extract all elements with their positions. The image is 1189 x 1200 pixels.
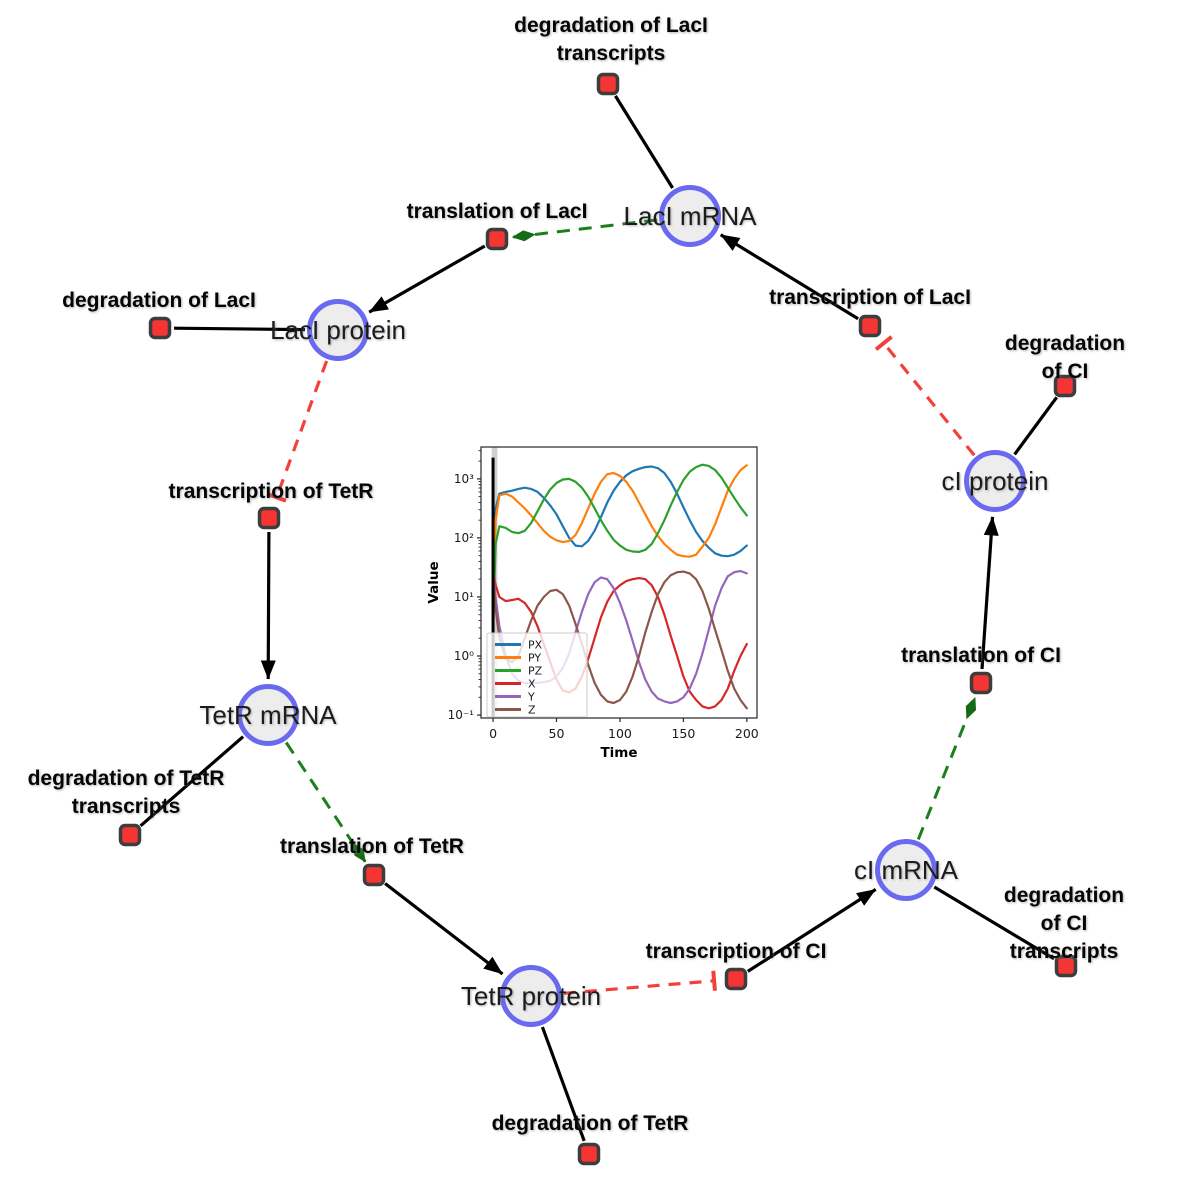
reaction-node-transcription-laci[interactable] (858, 314, 882, 338)
species-node-ci-protein[interactable] (964, 450, 1026, 512)
series-line-Z (491, 570, 748, 710)
x-tick-label: 100 (608, 726, 632, 741)
legend-label-PZ: PZ (528, 664, 543, 677)
x-tick-label: 0 (489, 726, 497, 741)
edge-reactant-laci-mrna-to-deg-laci-transcripts (614, 95, 674, 189)
reaction-node-translation-laci[interactable] (485, 227, 509, 251)
x-axis-label: Time (600, 745, 637, 761)
species-node-tetr-protein[interactable] (500, 965, 562, 1027)
reaction-node-translation-tetr[interactable] (362, 863, 386, 887)
species-node-laci-mrna[interactable] (659, 185, 721, 247)
edge-product-transcription-ci-to-ci-mrna (746, 888, 877, 973)
edge-product-translation-tetr-to-tetr-protein (384, 882, 504, 976)
reaction-node-deg-tetr[interactable] (577, 1142, 601, 1166)
timeseries-plot: 0 50 100 150 20010⁻¹10⁰10¹10²10³TimeValuePXP… (426, 446, 759, 761)
species-node-ci-mrna[interactable] (875, 839, 937, 901)
edge-reactant-laci-protein-to-deg-laci (173, 326, 306, 332)
edge-reactant-tetr-protein-to-deg-tetr (540, 1026, 586, 1142)
edge-inhibitor-ci-protein-to-transcription-laci (874, 335, 976, 457)
series-line-PY (491, 464, 748, 612)
reaction-node-deg-tetr-transcripts[interactable] (118, 823, 142, 847)
edge-product-transcription-tetr-to-tetr-mrna (260, 531, 276, 680)
y-tick-label: 10² (454, 531, 474, 545)
legend-label-PX: PX (528, 638, 543, 651)
x-tick-label: 50 (549, 726, 565, 741)
edge-product-transcription-laci-to-laci-mrna (719, 233, 859, 321)
x-tick-label: 150 (671, 726, 695, 741)
legend-label-Z: Z (528, 703, 536, 716)
y-tick-label: 10⁰ (454, 649, 474, 663)
edge-inhibitor-tetr-protein-to-transcription-ci (563, 970, 717, 995)
edge-modifier-laci-mrna-to-translation-laci (511, 218, 658, 242)
edge-modifier-ci-mrna-to-translation-ci (916, 696, 977, 840)
reaction-node-transcription-tetr[interactable] (257, 506, 281, 530)
legend-label-PY: PY (528, 651, 541, 664)
edge-inhibitor-laci-protein-to-transcription-tetr (266, 360, 329, 503)
series-line-PX (491, 465, 748, 575)
species-node-laci-protein[interactable] (307, 299, 369, 361)
edge-product-translation-ci-to-ci-protein (980, 516, 999, 670)
y-axis-label: Value (426, 561, 442, 603)
edge-reactant-ci-protein-to-deg-ci (1013, 396, 1058, 456)
species-node-tetr-mrna[interactable] (237, 684, 299, 746)
x-tick-label: 200 (735, 726, 759, 741)
y-tick-label: 10³ (454, 472, 474, 486)
edge-reactant-tetr-mrna-to-deg-tetr-transcripts (139, 735, 245, 828)
edge-product-translation-laci-to-laci-protein (368, 244, 486, 314)
legend-label-X: X (528, 677, 536, 690)
edge-modifier-tetr-mrna-to-translation-tetr (284, 741, 367, 863)
y-tick-label: 10⁻¹ (448, 708, 475, 722)
reaction-node-deg-ci-transcripts[interactable] (1054, 954, 1078, 978)
series-line-PZ (491, 463, 748, 629)
reaction-node-transcription-ci[interactable] (724, 967, 748, 991)
series-line-X (491, 572, 748, 710)
reaction-node-translation-ci[interactable] (969, 671, 993, 695)
reaction-node-deg-ci[interactable] (1053, 374, 1077, 398)
reaction-node-deg-laci-transcripts[interactable] (596, 72, 620, 96)
reaction-node-deg-laci[interactable] (148, 316, 172, 340)
y-tick-label: 10¹ (454, 590, 474, 604)
edge-reactant-ci-mrna-to-deg-ci-transcripts (933, 885, 1055, 961)
legend-label-Y: Y (527, 690, 535, 703)
